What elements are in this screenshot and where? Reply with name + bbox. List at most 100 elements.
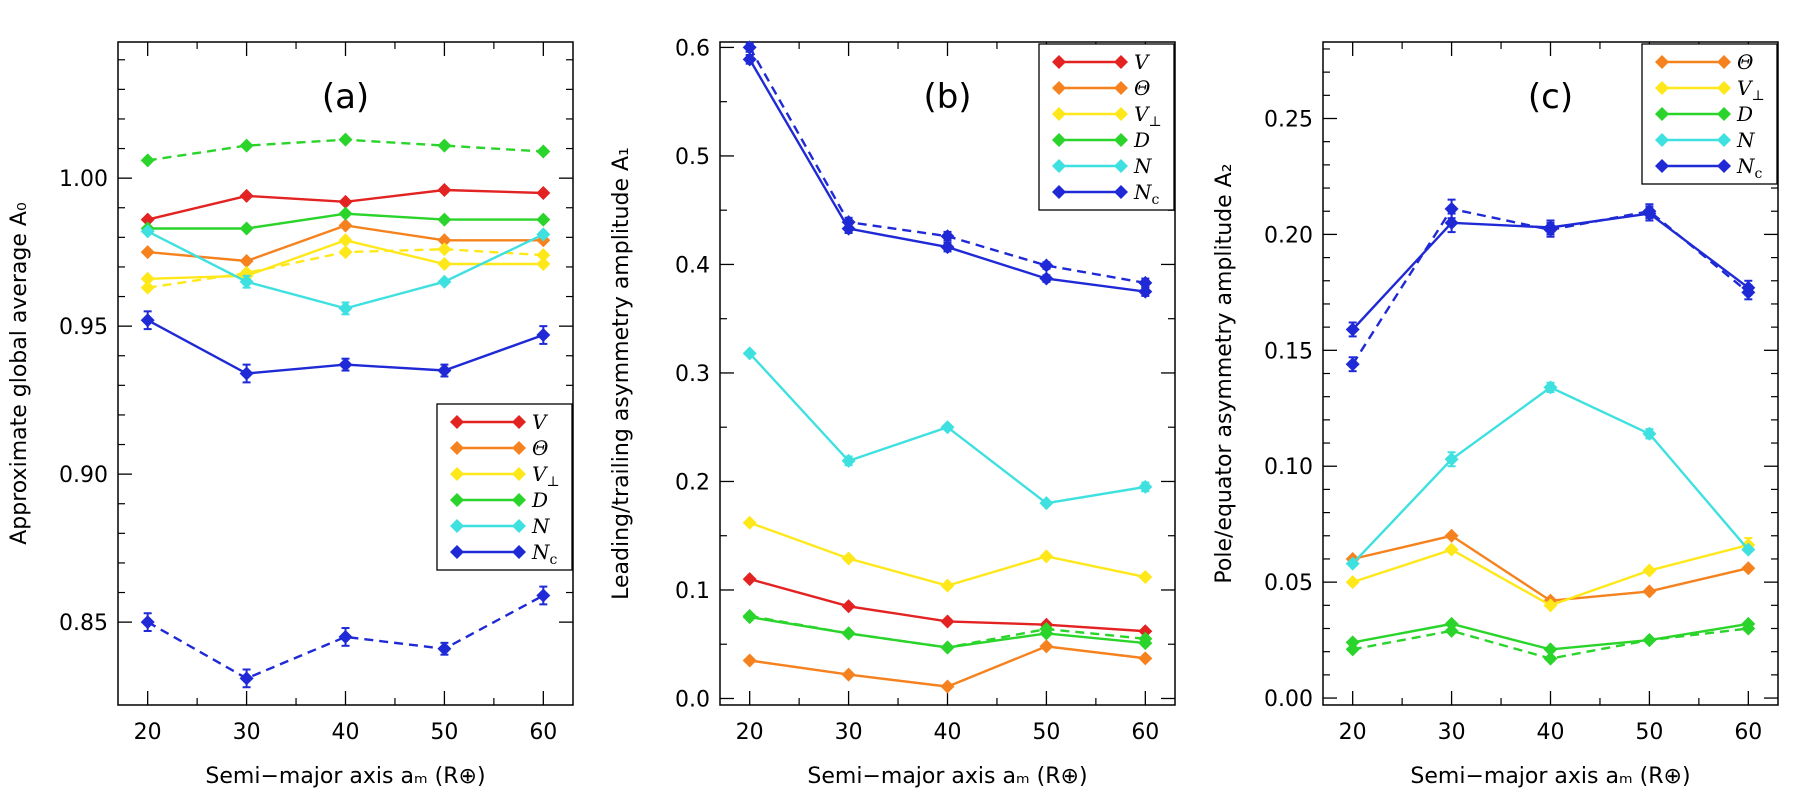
data-point bbox=[1444, 623, 1459, 638]
data-point bbox=[338, 194, 353, 209]
data-point bbox=[536, 212, 551, 227]
data-point bbox=[1444, 542, 1459, 557]
legend-marker bbox=[512, 415, 526, 429]
y-tick-label: 0.95 bbox=[59, 315, 108, 340]
panel-c: 20 30 40 50 60 0.00 0.05 0.10 0.15 0.20 0.25 Semi−m… bbox=[1212, 41, 1779, 789]
data-point bbox=[338, 629, 353, 644]
legend-label: Θ bbox=[1737, 50, 1753, 74]
legend-marker bbox=[1052, 107, 1066, 121]
panel-title: (a) bbox=[322, 77, 369, 117]
data-point bbox=[239, 188, 254, 203]
x-axis-label: Semi−major axis aₘ (R⊕) bbox=[807, 764, 1087, 789]
data-point bbox=[338, 245, 353, 260]
series-line bbox=[749, 521, 1146, 587]
data-point bbox=[536, 248, 551, 263]
data-point bbox=[437, 242, 452, 257]
data-point bbox=[1741, 621, 1756, 636]
legend-marker bbox=[1655, 55, 1669, 69]
data-point bbox=[437, 212, 452, 227]
data-point bbox=[841, 667, 856, 682]
legend-marker bbox=[1052, 55, 1066, 69]
x-tick-label: 50 bbox=[1032, 720, 1060, 745]
legend-marker bbox=[512, 493, 526, 507]
series-line bbox=[147, 594, 544, 680]
legend-marker bbox=[450, 415, 464, 429]
series-v bbox=[140, 182, 551, 227]
series-n bbox=[742, 346, 1153, 511]
x-axis-label: Semi−major axis aₘ (R⊕) bbox=[1410, 764, 1690, 789]
data-point bbox=[940, 240, 955, 255]
data-point bbox=[1138, 569, 1153, 584]
data-point bbox=[140, 212, 155, 227]
legend-box bbox=[436, 403, 573, 571]
data-point bbox=[338, 357, 353, 372]
data-point bbox=[940, 420, 955, 435]
legend-marker bbox=[1717, 55, 1731, 69]
data-point bbox=[940, 229, 955, 244]
data-point bbox=[1444, 215, 1459, 230]
data-point bbox=[742, 653, 757, 668]
data-point bbox=[1039, 271, 1054, 286]
legend-marker bbox=[512, 519, 526, 533]
legend-label-subscript: c bbox=[1755, 166, 1763, 182]
x-tick-label: 20 bbox=[736, 720, 764, 745]
data-point bbox=[1741, 561, 1756, 576]
legend-label: V bbox=[1134, 50, 1151, 74]
legend-marker bbox=[1052, 81, 1066, 95]
legend-label-subscript: ⊥ bbox=[1751, 88, 1764, 104]
data-point bbox=[437, 138, 452, 153]
x-axis-label: Semi−major axis aₘ (R⊕) bbox=[205, 764, 485, 789]
data-point bbox=[841, 453, 856, 468]
legend-marker bbox=[450, 545, 464, 559]
legend-box bbox=[1038, 43, 1175, 211]
series-line bbox=[1351, 386, 1750, 565]
data-point bbox=[1741, 542, 1756, 557]
data-point bbox=[940, 578, 955, 593]
data-point bbox=[140, 153, 155, 168]
series-d-dashed- bbox=[1345, 621, 1756, 666]
data-point bbox=[742, 346, 757, 361]
data-point bbox=[437, 641, 452, 656]
data-point bbox=[1543, 642, 1558, 657]
series-d bbox=[1345, 616, 1756, 657]
x-tick-label: 60 bbox=[1131, 720, 1159, 745]
legend-label-subscript: ⊥ bbox=[546, 474, 559, 490]
data-point bbox=[437, 256, 452, 271]
legend-marker bbox=[1655, 159, 1669, 173]
y-tick-label: 0.90 bbox=[59, 463, 108, 488]
legend-label: N bbox=[1133, 154, 1153, 178]
data-point bbox=[1543, 598, 1558, 613]
data-point bbox=[536, 328, 551, 343]
legend-marker bbox=[1717, 159, 1731, 173]
data-point bbox=[1345, 575, 1360, 590]
legend-marker bbox=[1052, 159, 1066, 173]
data-point bbox=[1444, 528, 1459, 543]
legend-marker bbox=[1655, 81, 1669, 95]
data-point bbox=[536, 185, 551, 200]
legend-label: V⊥ bbox=[532, 462, 560, 490]
series-v bbox=[742, 572, 1153, 639]
legend-marker bbox=[1717, 81, 1731, 95]
data-point bbox=[1345, 556, 1360, 571]
series-v-dashed- bbox=[140, 242, 551, 295]
x-tick-label: 30 bbox=[1438, 720, 1466, 745]
data-point bbox=[338, 233, 353, 248]
legend-label: Θ bbox=[1134, 76, 1150, 100]
legend-marker bbox=[1114, 107, 1128, 121]
data-point bbox=[437, 233, 452, 248]
data-point bbox=[140, 224, 155, 239]
data-point bbox=[1444, 452, 1459, 467]
data-point bbox=[742, 40, 757, 55]
series-line bbox=[1352, 534, 1749, 602]
data-point bbox=[1543, 222, 1558, 237]
data-point bbox=[940, 640, 955, 655]
x-tick-label: 30 bbox=[835, 720, 863, 745]
legend-label-subscript: c bbox=[550, 552, 558, 568]
legend-marker bbox=[512, 467, 526, 481]
data-point bbox=[1039, 496, 1054, 511]
y-tick-label: 0.2 bbox=[675, 470, 710, 495]
legend-marker bbox=[1114, 81, 1128, 95]
